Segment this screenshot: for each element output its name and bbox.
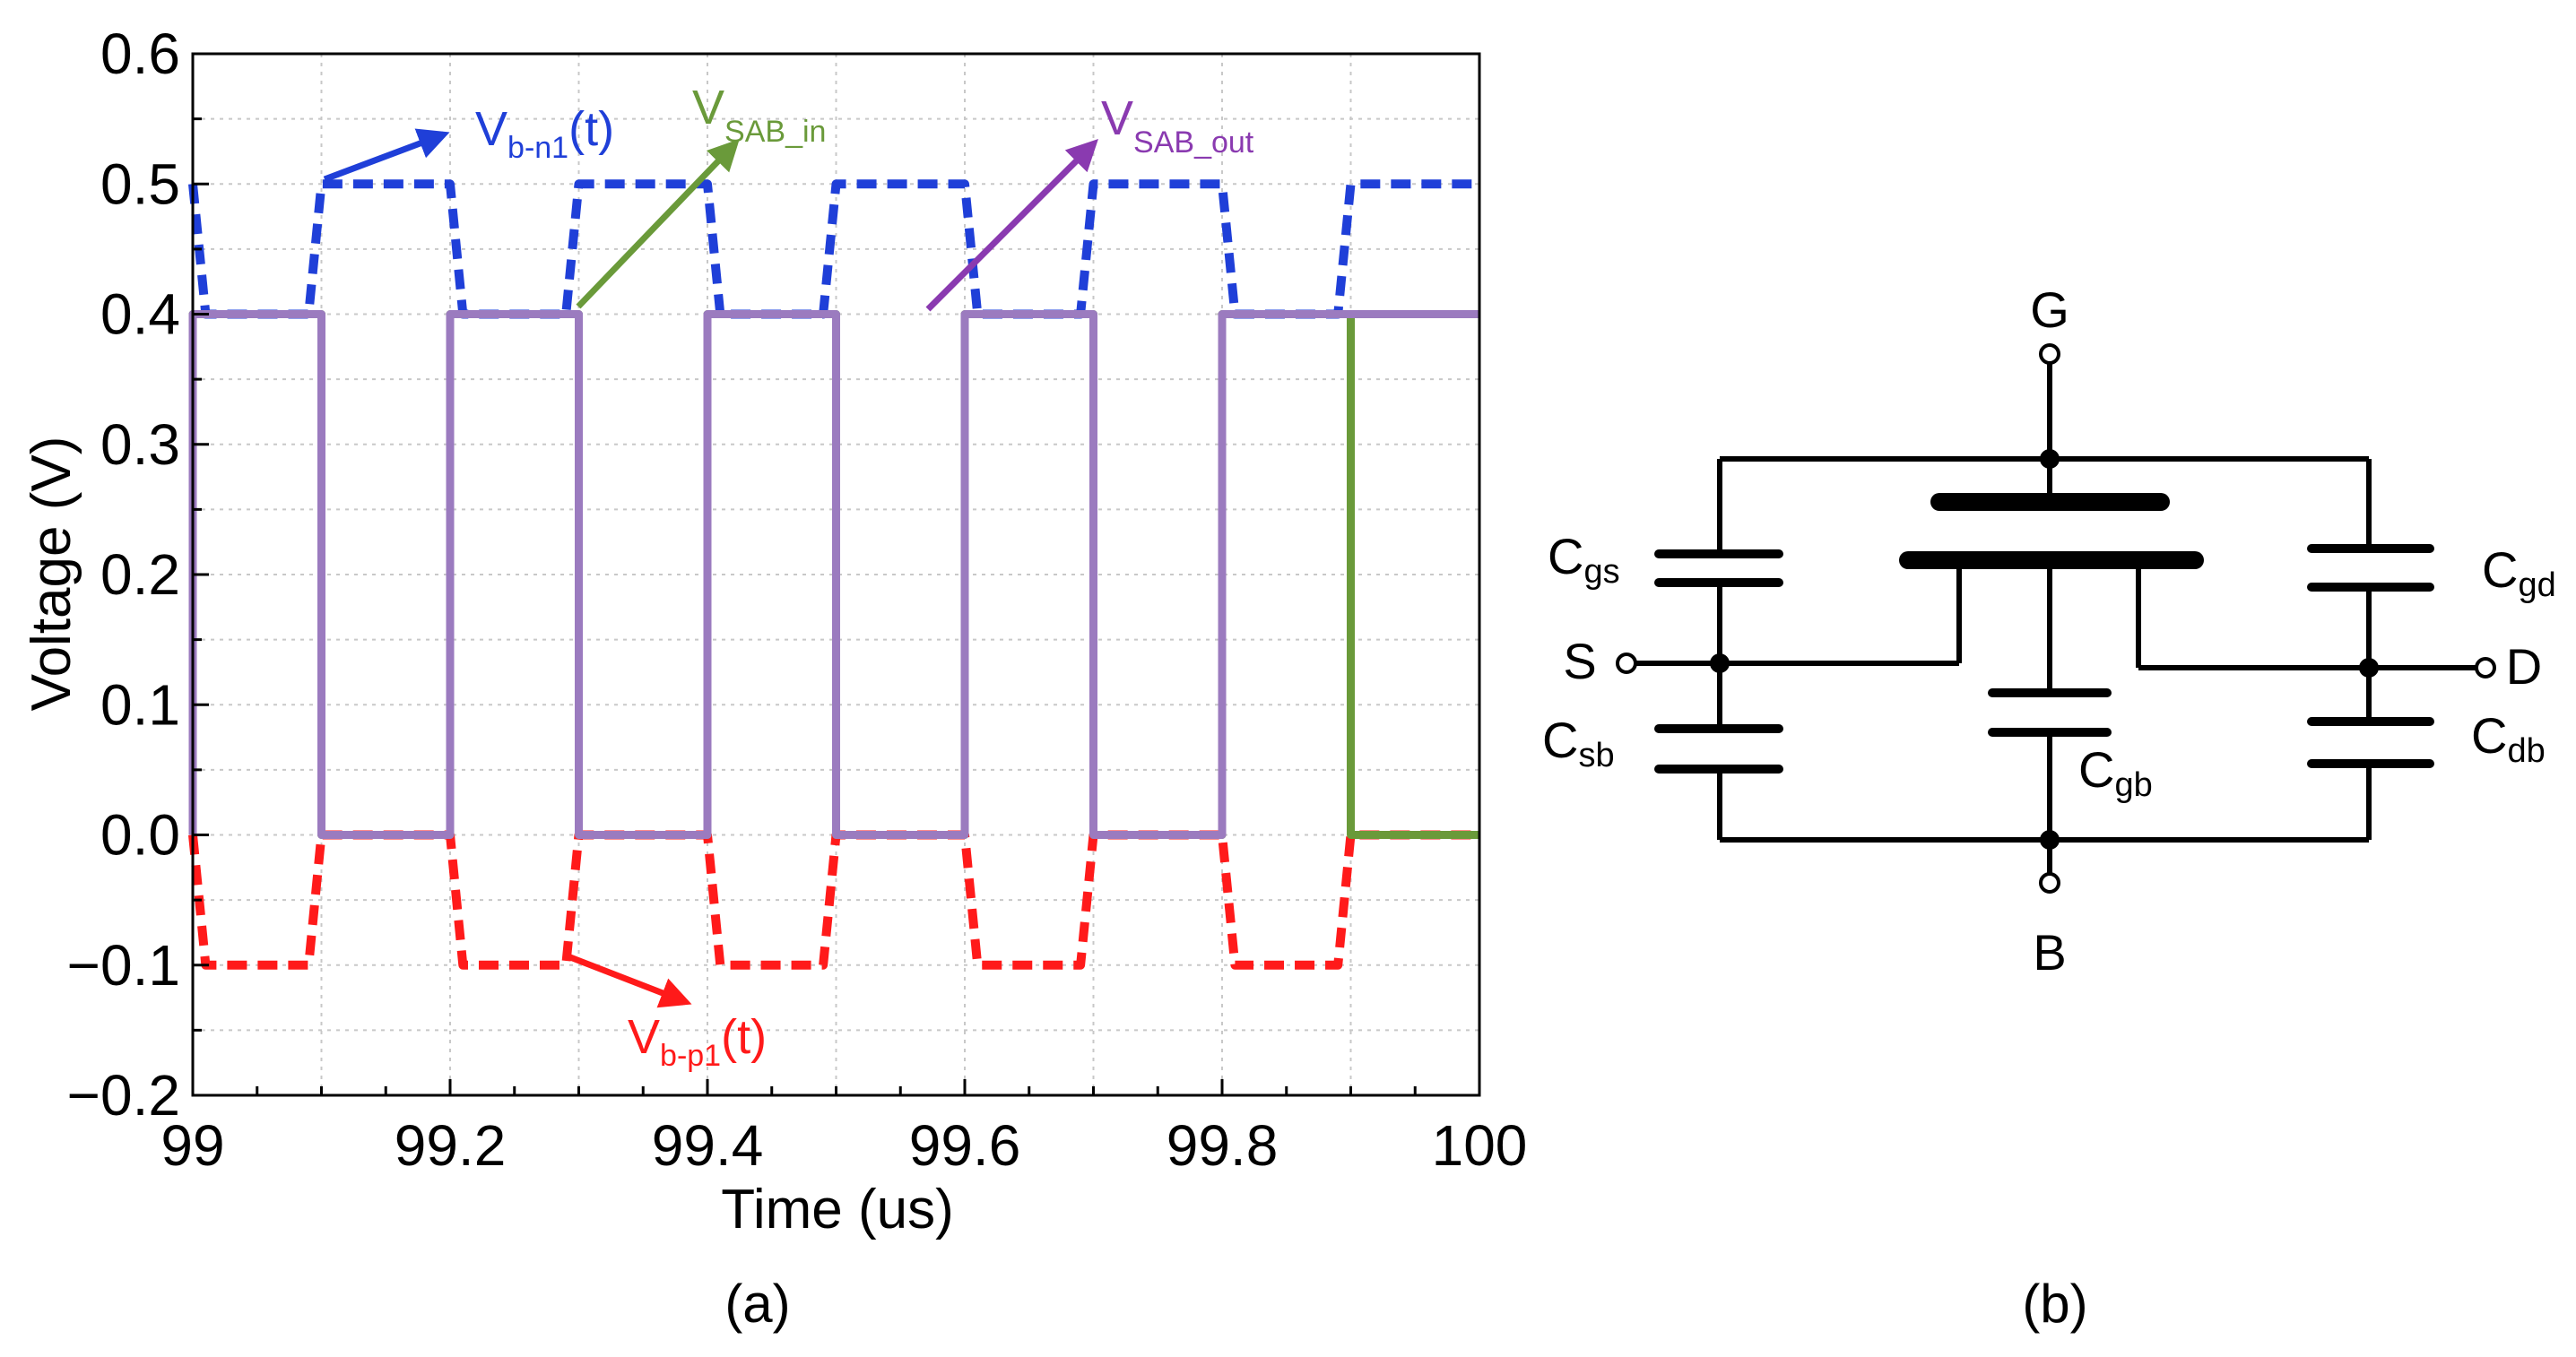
mosfet-capacitance-circuit (1616, 343, 2496, 894)
series-line-v-b-n1-t (188, 179, 1479, 319)
annotation-arrow-vsab-out (925, 139, 1098, 312)
node-label-drain: D (2506, 638, 2542, 695)
x-tick-label: 100 (1432, 1113, 1528, 1178)
y-tick-label: 0.2 (100, 542, 180, 607)
terminal-body (2039, 872, 2060, 894)
chart-series (188, 179, 1479, 970)
terminal-source (1616, 653, 1637, 674)
caption-a: (a) (724, 1274, 790, 1334)
x-tick-label: 99.6 (909, 1113, 1021, 1178)
y-tick-label: 0.6 (100, 22, 180, 86)
x-tick-labels: 99 99.2 99.4 99.6 99.8 100 (160, 1113, 1527, 1178)
annotation-vbp1: Vb-p1(t) (628, 1010, 767, 1073)
y-tick-label: 0.4 (100, 282, 180, 347)
cap-label-cgb: Cgb (2078, 741, 2153, 804)
cap-label-csb: Csb (1542, 712, 1615, 774)
node-label-source: S (1563, 633, 1596, 689)
capacitor-csb (1654, 724, 1783, 774)
annotation-vbn1: Vb-n1(t) (475, 102, 614, 165)
x-axis-title: Time (us) (721, 1179, 953, 1240)
y-tick-label: 0.5 (100, 151, 180, 216)
junction-dot-body (2040, 830, 2060, 850)
junction-dot-source (1710, 653, 1730, 673)
annotation-arrow-vsab-in (576, 138, 740, 309)
node-label-gate: G (2030, 281, 2069, 338)
x-tick-label: 99.2 (395, 1113, 507, 1178)
x-tick-label: 99.8 (1167, 1113, 1279, 1178)
series-line-v-sab-out (188, 310, 1479, 839)
capacitor-cdb (2307, 717, 2434, 768)
junction-dot-drain (2359, 658, 2379, 678)
y-axis-title: Voltage (V) (21, 436, 82, 712)
caption-b: (b) (2022, 1274, 2087, 1334)
cap-label-cdb: Cdb (2471, 707, 2546, 770)
annotation-vsab-in: VSAB_in (692, 81, 826, 149)
capacitor-cgb (1988, 688, 2112, 737)
cap-label-cgd: Cgd (2482, 541, 2556, 604)
junction-dot-gate (2040, 449, 2060, 469)
annotation-arrow-vbp1 (568, 954, 692, 1008)
capacitor-cgs (1654, 549, 1783, 587)
x-tick-label: 99 (160, 1113, 224, 1178)
x-tick-label: 99.4 (652, 1113, 764, 1178)
y-tick-label: −0.2 (67, 1063, 180, 1128)
cap-label-cgs: Cgs (1548, 528, 1620, 591)
y-tick-label: 0.0 (100, 803, 180, 868)
y-tick-labels: 0.6 0.5 0.4 0.3 0.2 0.1 0.0 −0.1 −0.2 (67, 22, 180, 1128)
capacitor-cgd (2307, 544, 2434, 592)
y-tick-label: −0.1 (67, 933, 180, 998)
terminal-gate (2039, 343, 2060, 365)
y-tick-label: 0.1 (100, 672, 180, 737)
annotation-vsab-out: VSAB_out (1101, 91, 1254, 160)
tick-marks (191, 52, 1481, 1097)
y-tick-label: 0.3 (100, 412, 180, 477)
terminal-drain (2475, 657, 2496, 678)
voltage-chart: 99 99.2 99.4 99.6 99.8 100 0.6 0.5 0.4 0.3 0.2 0.1… (21, 22, 1527, 1334)
annotation-arrow-vbn1 (323, 128, 450, 183)
node-label-body: B (2033, 924, 2066, 981)
